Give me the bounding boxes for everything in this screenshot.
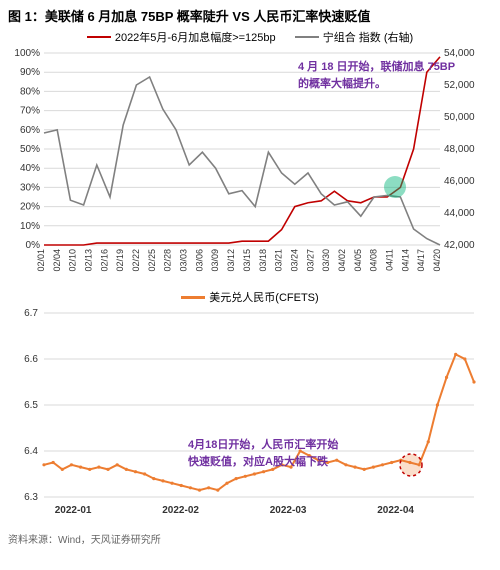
svg-text:02/01: 02/01 [36,249,46,272]
svg-text:40%: 40% [20,163,40,174]
svg-text:04/14: 04/14 [400,249,410,272]
svg-text:20%: 20% [20,202,40,213]
svg-text:02/25: 02/25 [147,249,157,272]
top-chart-container: 0%10%20%30%40%50%60%70%80%90%100%42,0004… [8,47,492,287]
top-legend: 2022年5月-6月加息幅度>=125bp 宁组合 指数 (右轴) [0,27,500,47]
svg-text:03/24: 03/24 [289,249,299,272]
legend-item-cfets: 美元兑人民币(CFETS) [181,289,318,305]
svg-text:2022-04: 2022-04 [377,505,414,516]
svg-text:70%: 70% [20,106,40,117]
svg-text:44,000: 44,000 [444,208,475,219]
svg-text:80%: 80% [20,86,40,97]
svg-text:04/20: 04/20 [432,249,442,272]
svg-text:6.7: 6.7 [24,308,38,319]
svg-text:48,000: 48,000 [444,144,475,155]
legend-swatch-index [295,36,319,38]
svg-text:42,000: 42,000 [444,240,475,251]
svg-text:02/28: 02/28 [163,249,173,272]
svg-text:02/19: 02/19 [115,249,125,272]
svg-text:03/15: 03/15 [242,249,252,272]
svg-text:02/22: 02/22 [131,249,141,272]
bottom-legend: 美元兑人民币(CFETS) [0,287,500,307]
legend-label-rate: 2022年5月-6月加息幅度>=125bp [115,29,276,45]
svg-text:03/06: 03/06 [194,249,204,272]
svg-text:2022-02: 2022-02 [162,505,199,516]
svg-text:04/05: 04/05 [353,249,363,272]
svg-text:30%: 30% [20,182,40,193]
svg-text:03/27: 03/27 [305,249,315,272]
legend-swatch-rate [87,36,111,38]
bottom-annotation: 4月18日开始，人民币汇率开始快速贬值，对应A股大幅下跌 [188,437,338,470]
svg-text:04/02: 04/02 [337,249,347,272]
svg-text:02/16: 02/16 [99,249,109,272]
legend-item-index: 宁组合 指数 (右轴) [295,29,413,45]
legend-item-rate: 2022年5月-6月加息幅度>=125bp [87,29,276,45]
svg-text:50%: 50% [20,144,40,155]
figure-title: 图 1：美联储 6 月加息 75BP 概率陡升 VS 人民币汇率快速贬值 [0,0,500,27]
svg-text:6.4: 6.4 [24,446,38,457]
svg-text:2022-03: 2022-03 [270,505,307,516]
svg-text:2022-01: 2022-01 [55,505,92,516]
svg-text:03/18: 03/18 [258,249,268,272]
svg-text:04/17: 04/17 [416,249,426,272]
svg-text:04/08: 04/08 [369,249,379,272]
svg-text:6.5: 6.5 [24,400,38,411]
svg-text:46,000: 46,000 [444,176,475,187]
svg-text:50,000: 50,000 [444,112,475,123]
svg-text:03/21: 03/21 [274,249,284,272]
source-text: 资料来源：Wind，天风证券研究所 [0,527,500,550]
svg-text:03/03: 03/03 [179,249,189,272]
legend-swatch-cfets [181,296,205,299]
svg-text:02/10: 02/10 [68,249,78,272]
svg-text:03/30: 03/30 [321,249,331,272]
svg-text:03/12: 03/12 [226,249,236,272]
svg-text:100%: 100% [14,48,40,59]
svg-text:04/11: 04/11 [384,249,394,271]
svg-text:02/04: 02/04 [52,249,62,272]
legend-label-cfets: 美元兑人民币(CFETS) [209,289,318,305]
legend-label-index: 宁组合 指数 (右轴) [323,29,413,45]
svg-text:6.3: 6.3 [24,492,38,503]
svg-text:02/13: 02/13 [84,249,94,272]
top-annotation: 4 月 18 日开始，联储加息 75BP的概率大幅提升。 [298,59,455,92]
svg-text:60%: 60% [20,125,40,136]
svg-text:54,000: 54,000 [444,48,475,59]
bottom-chart-svg: 6.3 6.4 6.5 6.6 6.7 2022-01 2022-02 2022-03 2022… [8,307,488,527]
bottom-chart-container: 6.3 6.4 6.5 6.6 6.7 2022-01 2022-02 2022-03 2022… [8,307,492,527]
svg-text:6.6: 6.6 [24,354,38,365]
svg-text:10%: 10% [20,221,40,232]
svg-text:90%: 90% [20,67,40,78]
svg-text:03/09: 03/09 [210,249,220,272]
